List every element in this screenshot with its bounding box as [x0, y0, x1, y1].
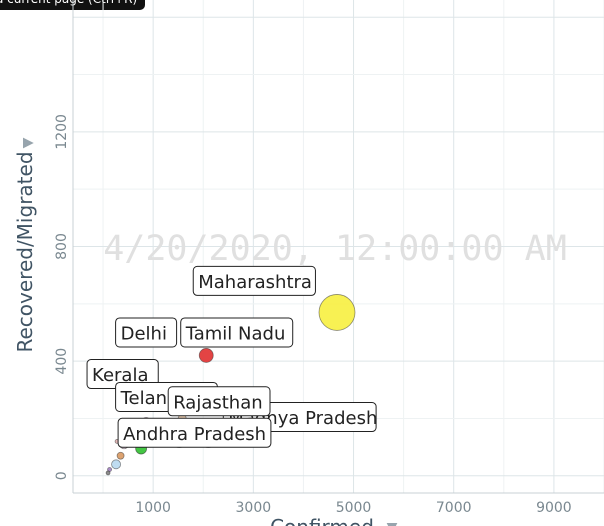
data-point — [116, 451, 125, 460]
y-axis-label[interactable]: Recovered/Migrated — [13, 151, 37, 352]
annotation-label: Maharashtra — [198, 272, 312, 293]
annotation-box — [117, 417, 272, 448]
annotation-label: Rajasthan — [173, 392, 262, 413]
x-tick-label: 9000 — [536, 500, 572, 516]
chart-grid — [72, 0, 604, 494]
annotation-label: Andhra Pradesh — [123, 424, 266, 445]
x-tick-label: 3000 — [236, 500, 272, 516]
annotation-box — [167, 386, 271, 417]
x-axis-label[interactable]: Confirmed — [270, 515, 374, 526]
annotation-label: Kerala — [92, 365, 148, 386]
y-tick-label: 800 — [54, 233, 70, 260]
y-tick-label: 1200 — [54, 114, 70, 150]
data-point — [318, 294, 356, 331]
x-tick-label: 7000 — [436, 500, 472, 516]
data-point — [105, 470, 111, 476]
annotation-box — [192, 265, 316, 296]
sort-down-icon[interactable]: ▼ — [387, 520, 398, 526]
data-point — [198, 348, 214, 363]
x-tick-label: 1000 — [135, 500, 171, 516]
chart-watermark: 4/20/2020, 12:00:00 AM — [103, 229, 567, 269]
y-tick-label: 400 — [54, 348, 70, 375]
y-tick-label: 0 — [54, 471, 70, 480]
annotation-box — [115, 317, 178, 348]
annotation-box — [180, 317, 294, 348]
x-axis: 1000 3000 5000 7000 9000 — [135, 500, 571, 516]
sort-down-icon[interactable]: ▼ — [20, 137, 36, 148]
data-point — [111, 459, 121, 470]
y-axis: 0 400 800 1200 — [54, 114, 70, 480]
annotation-label: Tamil Nadu — [185, 323, 286, 344]
x-tick-label: 5000 — [336, 500, 372, 516]
annotation-label: Delhi — [121, 323, 167, 344]
